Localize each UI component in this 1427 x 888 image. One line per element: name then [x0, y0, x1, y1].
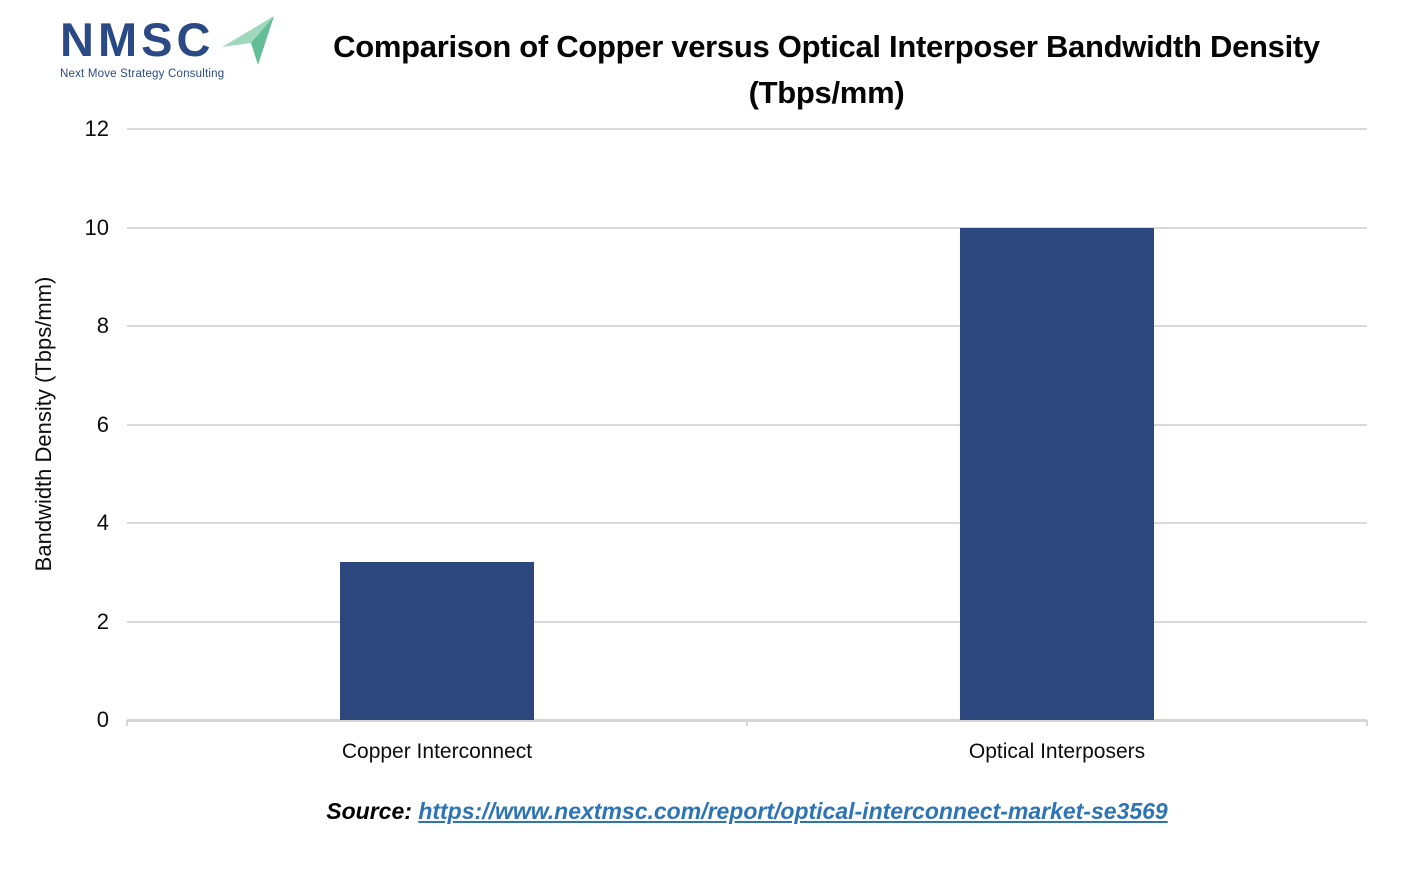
gridline — [127, 128, 1367, 130]
bar-copper-interconnect — [340, 562, 534, 720]
plot-area: 0 2 4 6 8 10 12 Copper Interconnect Optical Inte… — [85, 116, 1368, 763]
y-tick-label: 0 — [96, 707, 109, 732]
y-tick-label: 4 — [96, 510, 109, 535]
source-label: Source: — [326, 798, 419, 824]
y-tick-label: 10 — [84, 214, 109, 240]
gridline — [127, 620, 1367, 623]
gridline — [127, 325, 1367, 327]
gridline — [127, 226, 1367, 229]
gridline — [127, 423, 1367, 426]
chart-title: Comparison of Copper versus Optical Inte… — [250, 24, 1403, 116]
bar-optical-interposers — [960, 227, 1154, 720]
y-tick-label: 6 — [96, 411, 109, 437]
axis-tick — [1366, 720, 1368, 726]
y-tick-label: 2 — [96, 608, 109, 634]
y-tick-label: 8 — [96, 313, 109, 338]
y-tick-label: 12 — [84, 116, 109, 141]
x-category-label: Optical Interposers — [968, 740, 1146, 763]
axis-tick — [746, 720, 748, 726]
source-link[interactable]: https://www.nextmsc.com/report/optical-i… — [418, 798, 1168, 824]
source-line: Source: https://www.nextmsc.com/report/o… — [127, 798, 1367, 825]
gridline — [127, 522, 1367, 524]
logo-tagline: Next Move Strategy Consulting — [60, 68, 225, 80]
logo-acronym: NMSC — [60, 13, 215, 66]
axis-tick — [126, 720, 128, 726]
logo-arrow-icon — [222, 16, 276, 71]
title-line-1: Comparison of Copper versus Optical Inte… — [333, 29, 1320, 64]
nmsc-logo: NMSC Next Move Strategy Consulting — [60, 13, 274, 80]
title-line-2: (Tbps/mm) — [748, 75, 905, 110]
x-category-label: Copper Interconnect — [341, 740, 533, 763]
